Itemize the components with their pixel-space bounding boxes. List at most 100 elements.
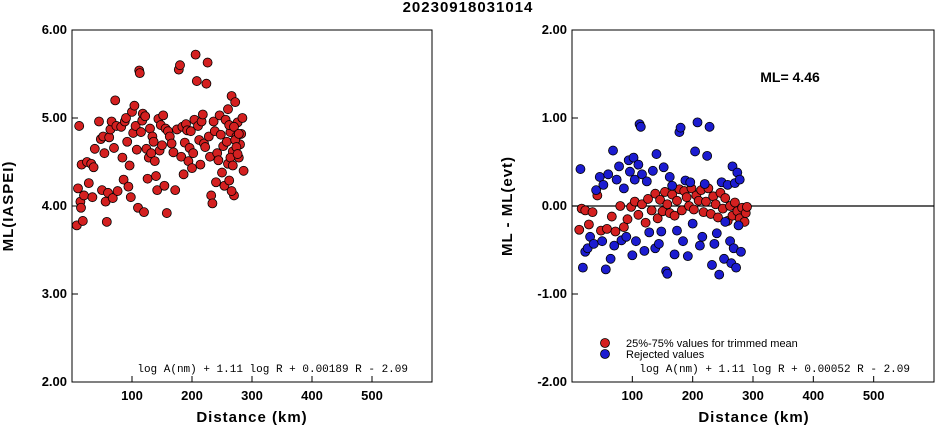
y-tick-label: 0.00: [542, 198, 567, 213]
right-point-series-1: [678, 236, 688, 247]
right-point-series-1: [644, 227, 655, 238]
left-point-series-0: [206, 190, 217, 201]
right-point-series-1: [600, 264, 611, 275]
left-point-series-0: [122, 136, 133, 147]
right-point-series-1: [575, 164, 586, 174]
left-point-series-0: [200, 142, 211, 152]
right-point-series-1: [618, 183, 629, 194]
left-point-series-0: [118, 174, 129, 185]
left-point-series-0: [195, 159, 206, 170]
right-point-series-1: [628, 152, 639, 163]
right-chart: 100 200 300 400 500 -2.00 -1.00 0.00 1.00 2.00 M…: [499, 22, 935, 426]
right-point-series-1: [641, 176, 652, 187]
event-magnitude-label: ML= 4.46: [760, 69, 820, 85]
legend-marker-rejected: [600, 349, 610, 359]
left-point-series-0: [109, 143, 119, 153]
left-point-series-0: [117, 152, 128, 163]
left-point-series-0: [140, 111, 151, 122]
page-title: 20230918031014: [403, 0, 534, 16]
right-point-series-0: [610, 226, 621, 237]
y-tick-label: 4.00: [42, 198, 67, 213]
left-point-series-0: [74, 121, 85, 131]
left-point-series-0: [121, 113, 131, 123]
left-point-series-0: [76, 202, 86, 213]
right-point-series-0: [643, 194, 653, 204]
left-point-series-0: [89, 143, 100, 154]
right-point-series-0: [710, 199, 721, 210]
left-point-series-0: [134, 68, 145, 79]
right-point-series-1: [627, 250, 638, 261]
y-tick-label: 5.00: [42, 110, 67, 125]
left-point-series-0: [178, 169, 189, 180]
left-point-series-0: [168, 147, 179, 158]
left-point-series-0: [187, 163, 197, 174]
left-y-ticks: 2.00 3.00 4.00 5.00 6.00: [42, 22, 78, 389]
right-point-series-0: [602, 223, 612, 234]
right-point-series-0: [615, 201, 626, 211]
right-point-series-0: [640, 217, 651, 228]
legend-label-accepted: 25%-75% values for trimmed mean: [626, 338, 798, 350]
left-point-series-0: [151, 171, 161, 181]
right-point-series-0: [701, 196, 711, 207]
left-point-series-0: [73, 183, 83, 194]
right-point-series-1: [603, 169, 614, 180]
left-point-series-0: [213, 155, 224, 166]
left-point-series-0: [223, 104, 233, 115]
left-point-series-0: [130, 121, 141, 131]
right-point-series-1: [631, 236, 641, 247]
left-point-series-0: [157, 140, 167, 151]
right-point-series-1: [621, 231, 632, 242]
right-point-series-0: [583, 219, 594, 230]
left-point-series-0: [188, 148, 199, 159]
left-point-series-0: [112, 186, 123, 196]
left-point-series-0: [208, 116, 219, 127]
right-point-series-0: [622, 214, 633, 225]
right-point-series-1: [664, 172, 675, 182]
left-point-series-0: [175, 60, 185, 71]
left-point-series-0: [158, 110, 169, 121]
x-tick-label: 300: [742, 388, 764, 403]
left-plot-frame: [71, 29, 433, 383]
right-point-series-1: [714, 269, 725, 280]
right-point-series-1: [734, 174, 745, 185]
left-point-series-0: [159, 180, 170, 191]
left-point-series-0: [166, 138, 177, 149]
left-y-axis-label: ML(IASPEI): [0, 161, 17, 252]
left-point-series-0: [161, 208, 172, 218]
right-point-series-1: [653, 238, 664, 249]
right-point-series-1: [651, 149, 662, 159]
left-point-series-0: [221, 136, 232, 147]
left-point-series-0: [197, 109, 208, 120]
right-point-series-1: [720, 216, 731, 227]
left-point-series-0: [211, 177, 221, 188]
right-point-series-1: [637, 169, 647, 180]
left-point-series-0: [207, 198, 218, 209]
left-point-series-0: [229, 121, 239, 132]
left-point-series-0: [88, 162, 99, 173]
left-point-series-0: [227, 160, 238, 171]
y-tick-label: 1.00: [542, 110, 567, 125]
right-point-series-0: [587, 207, 598, 218]
right-point-series-1: [597, 236, 608, 247]
left-point-series-0: [125, 192, 136, 203]
left-point-series-0: [217, 167, 227, 178]
right-point-series-1: [662, 268, 673, 279]
left-point-series-0: [99, 148, 110, 159]
right-point-series-1: [690, 146, 700, 157]
right-y-axis-label: ML - ML(evt): [499, 156, 516, 256]
left-point-series-0: [201, 78, 212, 89]
left-point-series-0: [176, 151, 187, 162]
left-point-series-0: [136, 127, 146, 137]
right-formula-annotation: log A(nm) + 1.11 log R + 0.00052 R - 2.0…: [639, 364, 910, 376]
right-point-series-1: [625, 166, 635, 177]
legend: 25%-75% values for trimmed mean Rejected…: [600, 338, 798, 361]
y-tick-label: 3.00: [42, 286, 67, 301]
left-point-series-0: [232, 149, 243, 159]
left-point-series-0: [185, 126, 196, 137]
left-point-series-0: [238, 165, 249, 176]
right-point-series-0: [713, 212, 723, 223]
right-point-series-1: [736, 246, 746, 257]
x-tick-label: 400: [802, 388, 824, 403]
right-point-series-1: [669, 249, 680, 260]
